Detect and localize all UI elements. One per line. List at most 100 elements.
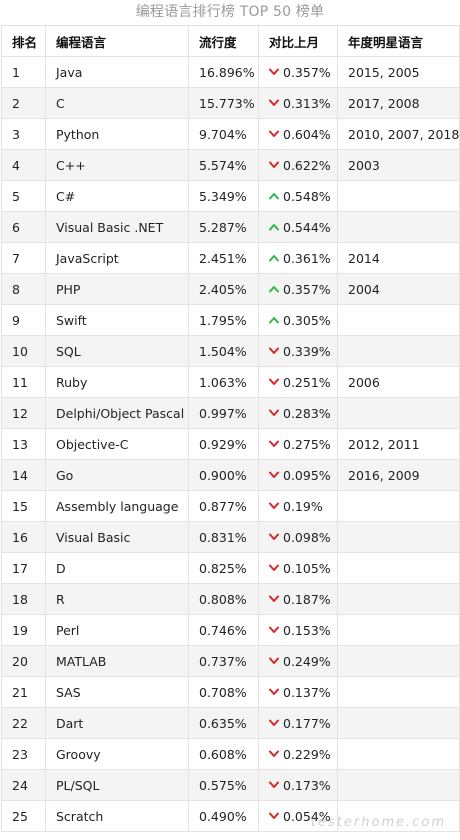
chevron-up-icon	[269, 286, 279, 293]
language-cell: C#	[45, 180, 189, 212]
monthly-change-cell: 0.548%	[258, 180, 338, 212]
rank-cell: 6	[1, 211, 46, 243]
chevron-down-icon	[269, 564, 279, 572]
rank-cell: 5	[1, 180, 46, 212]
star-years-cell	[337, 304, 460, 336]
chevron-down-icon	[269, 781, 279, 789]
monthly-change-cell: 0.153%	[258, 614, 338, 646]
rank-cell: 2	[1, 87, 46, 119]
change-indicator: 0.622%	[269, 158, 331, 173]
rank-cell: 3	[1, 118, 46, 150]
popularity-cell: 0.831%	[188, 521, 259, 553]
star-years-cell: 2014	[337, 242, 460, 274]
header-language: 编程语言	[45, 25, 189, 57]
star-years-cell	[337, 614, 460, 646]
chevron-down-icon	[269, 378, 279, 386]
star-years-cell	[337, 552, 460, 584]
popularity-cell: 0.490%	[188, 800, 259, 832]
change-indicator: 0.357%	[269, 65, 331, 80]
change-indicator: 0.544%	[269, 220, 331, 235]
monthly-change-cell: 0.19%	[258, 490, 338, 522]
rank-cell: 18	[1, 583, 46, 615]
monthly-change-cell: 0.305%	[258, 304, 338, 336]
language-cell: MATLAB	[45, 645, 189, 677]
table-row: 5 C# 5.349% 0.548%	[1, 180, 460, 212]
table-row: 10 SQL 1.504% 0.339%	[1, 335, 460, 367]
language-cell: D	[45, 552, 189, 584]
table-row: 21 SAS 0.708% 0.137%	[1, 676, 460, 708]
popularity-cell: 5.349%	[188, 180, 259, 212]
popularity-cell: 9.704%	[188, 118, 259, 150]
change-value: 0.251%	[283, 374, 331, 390]
change-value: 0.313%	[283, 95, 331, 111]
table-row: 15 Assembly language 0.877% 0.19%	[1, 490, 460, 522]
popularity-cell: 15.773%	[188, 87, 259, 119]
chevron-down-icon	[269, 750, 279, 758]
chevron-down-icon	[269, 502, 279, 510]
table-row: 7 JavaScript 2.451% 0.361% 2014	[1, 242, 460, 274]
rank-cell: 13	[1, 428, 46, 460]
chevron-down-icon	[269, 99, 279, 107]
change-indicator: 0.105%	[269, 561, 331, 576]
rank-cell: 1	[1, 56, 46, 88]
language-cell: C++	[45, 149, 189, 181]
monthly-change-cell: 0.187%	[258, 583, 338, 615]
change-indicator: 0.604%	[269, 127, 331, 142]
chevron-up-icon	[269, 317, 279, 324]
popularity-cell: 0.808%	[188, 583, 259, 615]
popularity-cell: 0.575%	[188, 769, 259, 801]
change-indicator: 0.19%	[269, 499, 323, 514]
change-indicator: 0.173%	[269, 778, 331, 793]
popularity-cell: 0.997%	[188, 397, 259, 429]
popularity-cell: 2.405%	[188, 273, 259, 305]
change-value: 0.095%	[283, 467, 331, 483]
rank-cell: 16	[1, 521, 46, 553]
table-row: 8 PHP 2.405% 0.357% 2004	[1, 273, 460, 305]
star-years-cell	[337, 397, 460, 429]
monthly-change-cell: 0.313%	[258, 87, 338, 119]
change-indicator: 0.339%	[269, 344, 331, 359]
change-value: 0.098%	[283, 529, 331, 545]
chevron-down-icon	[269, 657, 279, 665]
popularity-cell: 5.574%	[188, 149, 259, 181]
star-years-cell	[337, 645, 460, 677]
change-value: 0.275%	[283, 436, 331, 452]
popularity-cell: 1.795%	[188, 304, 259, 336]
table-row: 20 MATLAB 0.737% 0.249%	[1, 645, 460, 677]
star-years-cell	[337, 707, 460, 739]
star-years-cell: 2016, 2009	[337, 459, 460, 491]
rank-cell: 8	[1, 273, 46, 305]
popularity-cell: 0.900%	[188, 459, 259, 491]
table-row: 16 Visual Basic 0.831% 0.098%	[1, 521, 460, 553]
rank-cell: 12	[1, 397, 46, 429]
table-row: 17 D 0.825% 0.105%	[1, 552, 460, 584]
language-cell: PL/SQL	[45, 769, 189, 801]
language-cell: Python	[45, 118, 189, 150]
star-years-cell: 2004	[337, 273, 460, 305]
change-value: 0.105%	[283, 560, 331, 576]
rank-cell: 7	[1, 242, 46, 274]
change-value: 0.604%	[283, 126, 331, 142]
rank-cell: 15	[1, 490, 46, 522]
monthly-change-cell: 0.229%	[258, 738, 338, 770]
change-indicator: 0.054%	[269, 809, 331, 824]
change-indicator: 0.548%	[269, 189, 331, 204]
language-cell: C	[45, 87, 189, 119]
chevron-down-icon	[269, 440, 279, 448]
change-indicator: 0.177%	[269, 716, 331, 731]
table-header-row: 排名 编程语言 流行度 对比上月 年度明星语言	[1, 25, 460, 57]
change-indicator: 0.153%	[269, 623, 331, 638]
rank-cell: 22	[1, 707, 46, 739]
rank-cell: 17	[1, 552, 46, 584]
change-value: 0.153%	[283, 622, 331, 638]
chevron-down-icon	[269, 409, 279, 417]
change-indicator: 0.313%	[269, 96, 331, 111]
popularity-cell: 1.063%	[188, 366, 259, 398]
rank-cell: 23	[1, 738, 46, 770]
header-rank: 排名	[1, 25, 46, 57]
change-indicator: 0.357%	[269, 282, 331, 297]
chevron-down-icon	[269, 533, 279, 541]
chevron-down-icon	[269, 130, 279, 138]
monthly-change-cell: 0.177%	[258, 707, 338, 739]
table-row: 4 C++ 5.574% 0.622% 2003	[1, 149, 460, 181]
